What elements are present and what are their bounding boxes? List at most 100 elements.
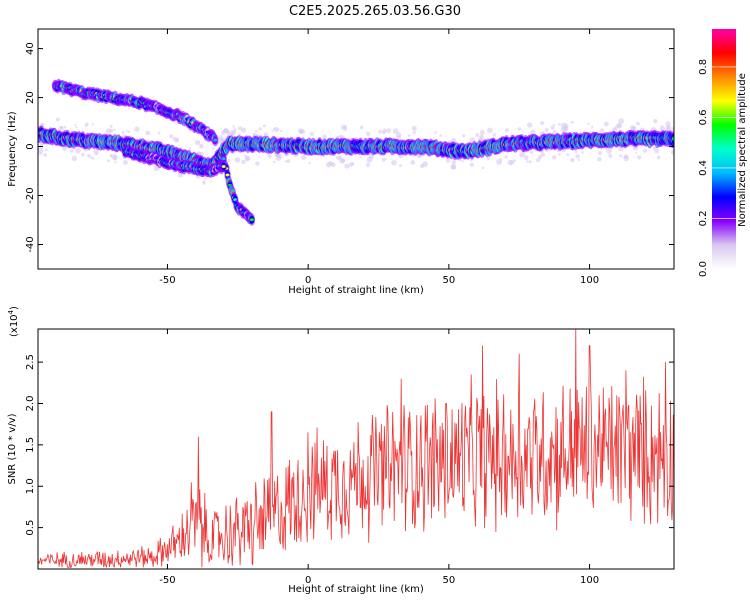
spectrogram-noise [360,156,363,159]
spectrogram-xlabel: Height of straight line (km) [288,285,424,296]
spectrogram-noise [544,127,549,132]
spectrogram-noise [479,129,485,135]
spectrogram-noise [75,126,78,129]
spectrogram-noise [623,154,629,160]
spectrogram-noise [309,131,314,136]
spectrogram-noise [486,156,490,161]
spectrogram-noise [134,126,140,132]
spectrogram-noise [606,147,612,154]
snr-ytick-label: 2.5 [25,354,36,370]
spectrogram-noise [412,130,416,135]
spectrogram-noise [629,144,632,147]
spectrogram-noise [284,160,288,163]
spectrogram-noise [286,159,291,163]
spectrogram-xtick-label: 50 [443,275,456,286]
spectrogram-noise [386,128,392,134]
spectrogram-noise [591,125,594,128]
spectrogram-noise [528,160,532,164]
spectrogram-noise [280,130,283,133]
spectrogram-noise [125,129,128,132]
spectrogram-noise [232,125,235,128]
spectrogram-noise [40,123,44,127]
spectrogram-noise [507,159,514,166]
spectrogram-noise [540,121,545,126]
spectrogram-frame [37,28,675,270]
spectrogram-noise [530,150,534,154]
spectrogram-noise [517,127,522,131]
spectrogram-noise [635,151,638,154]
snr-ytick-label: 0.5 [25,520,36,536]
snr-ytick-label: 1.0 [25,478,36,494]
spectrogram-noise [587,122,590,126]
spectrogram-noise [656,155,661,160]
spectrogram-noise [578,158,581,161]
spectrogram-noise [240,127,247,133]
spectrogram-noise [241,159,246,164]
snr-xtick-label: 100 [580,575,599,586]
spectrogram-noise [245,155,251,161]
spectrogram-noise [92,157,95,160]
spectrogram-noise [105,128,112,134]
spectrogram-noise [328,161,334,166]
spectrogram-noise [74,123,77,126]
spectrogram-noise [538,134,541,137]
spectrogram-noise [63,125,67,129]
spectrogram-noise [238,126,243,131]
snr-line [38,329,674,568]
spectrogram-noise [111,153,117,160]
spectrogram-noise [665,121,671,127]
spectrogram-noise [338,155,342,159]
spectrogram-noise [411,125,417,131]
spectrogram-noise [451,164,457,170]
spectrogram-noise [570,120,574,124]
spectrogram-noise [636,121,640,126]
spectrogram-noise [469,162,474,167]
spectrogram-noise [599,128,605,133]
spectrogram-noise [75,147,81,154]
spectrogram-noise [451,160,457,165]
spectrogram-noise [230,131,236,136]
spectrogram-noise [273,160,276,164]
svg-text:(x104): (x104) [7,306,20,337]
spectrogram-noise [81,153,85,157]
spectrogram-panel: -50 0 50 100 -40 -20 0 20 40 Height of straight … [7,28,675,296]
spectrogram-noise [504,128,509,133]
spectrogram-noise [271,129,274,132]
spectrogram-noise [254,129,258,133]
spectrogram-noise [561,122,567,129]
spectrogram-noise [258,127,262,131]
spectrogram-noise [642,148,647,153]
spectrogram-noise [349,162,354,167]
snr-xtick-label: 50 [443,575,456,586]
spectrogram-noise [39,152,43,156]
colorbar-tick-label: 0.4 [698,160,709,176]
spectrogram-noise [71,155,78,161]
spectrogram-noise [653,119,658,124]
spectrogram-noise [340,158,345,163]
spectrogram-noise [481,166,485,170]
spectrogram-noise [122,160,128,165]
spectrogram-noise [212,147,215,150]
snr-xtick-label: 0 [305,575,311,586]
spectrogram-noise [618,146,624,152]
spectrogram-noise [597,150,603,156]
spectrogram-noise [227,158,231,163]
spectrogram-noise [434,131,437,134]
spectrogram-ytick-label: 20 [25,91,36,104]
spectrogram-noise [145,130,151,136]
spectrogram-cell [221,165,226,168]
spectrogram-noise [608,153,613,158]
spectrogram-noise [252,132,256,136]
spectrogram-noise [461,160,464,163]
spectrogram-marks [38,78,674,226]
spectrogram-noise [391,160,397,166]
spectrogram-noise [55,117,60,122]
snr-ticks: -50 0 50 100 0.5 1.0 1.5 2.0 2.5 [25,329,674,586]
snr-ytick-label: 1.5 [25,437,36,453]
snr-panel: -50 0 50 100 0.5 1.0 1.5 2.0 2.5 Height of strai… [7,306,675,595]
spectrogram-ticks: -50 0 50 100 -40 -20 0 20 40 [25,29,674,286]
spectrogram-ytick-label: 0 [25,143,36,149]
spectrogram-noise [399,164,402,168]
